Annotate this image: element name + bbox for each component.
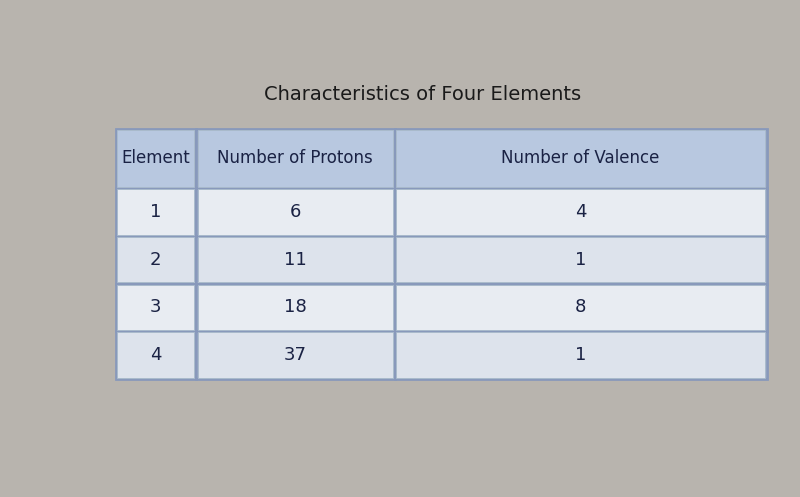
Bar — [118, 237, 194, 282]
Bar — [198, 130, 393, 187]
Bar — [396, 237, 765, 282]
Bar — [115, 331, 196, 379]
Bar — [394, 236, 766, 283]
Text: 1: 1 — [575, 346, 586, 364]
Text: Characteristics of Four Elements: Characteristics of Four Elements — [264, 84, 581, 103]
Bar — [198, 332, 393, 378]
Text: Number of Valence: Number of Valence — [502, 149, 660, 167]
Bar — [115, 129, 196, 188]
Bar — [196, 236, 394, 283]
Bar — [394, 331, 766, 379]
Bar — [196, 331, 394, 379]
Text: 6: 6 — [290, 203, 301, 221]
Bar — [394, 188, 766, 236]
Bar — [115, 236, 196, 283]
Text: Element: Element — [122, 149, 190, 167]
Bar — [198, 285, 393, 330]
Bar — [394, 283, 766, 331]
Text: 8: 8 — [575, 298, 586, 317]
Bar — [396, 285, 765, 330]
Text: 37: 37 — [284, 346, 307, 364]
Text: 1: 1 — [150, 203, 162, 221]
Bar — [115, 188, 196, 236]
Bar — [396, 332, 765, 378]
Bar — [396, 130, 765, 187]
Bar — [118, 130, 194, 187]
Bar — [118, 332, 194, 378]
Text: 11: 11 — [284, 250, 306, 268]
Bar — [196, 188, 394, 236]
Bar — [196, 283, 394, 331]
Text: 1: 1 — [575, 250, 586, 268]
Text: 4: 4 — [150, 346, 162, 364]
Text: Number of Protons: Number of Protons — [218, 149, 373, 167]
Text: 3: 3 — [150, 298, 162, 317]
Text: 18: 18 — [284, 298, 306, 317]
Bar — [118, 189, 194, 235]
Text: 4: 4 — [574, 203, 586, 221]
Bar — [394, 129, 766, 188]
Bar — [118, 285, 194, 330]
Bar — [115, 283, 196, 331]
Bar — [198, 189, 393, 235]
Text: 2: 2 — [150, 250, 162, 268]
Bar — [196, 129, 394, 188]
Bar — [396, 189, 765, 235]
Bar — [198, 237, 393, 282]
